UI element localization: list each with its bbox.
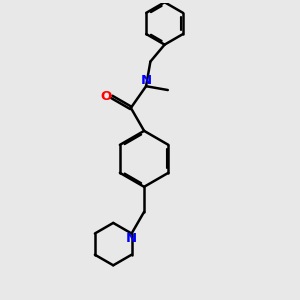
Text: N: N (126, 232, 137, 245)
Text: N: N (140, 74, 152, 87)
Text: O: O (101, 90, 112, 104)
